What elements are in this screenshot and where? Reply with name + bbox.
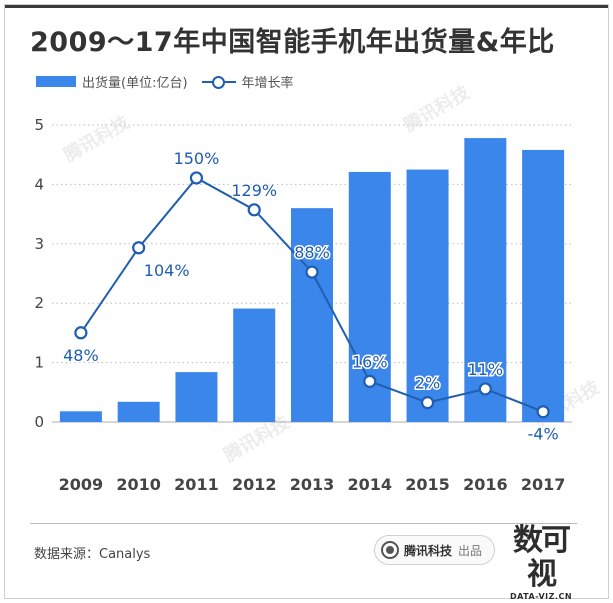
dataviz-mark: 数可视 bbox=[513, 523, 571, 592]
x-tick-label: 2011 bbox=[174, 475, 219, 494]
y-tick-label: 0 bbox=[34, 413, 44, 431]
bar-2013 bbox=[291, 208, 333, 422]
growth-label-2015: 2% bbox=[415, 374, 440, 393]
growth-label-2013: 88% bbox=[294, 243, 330, 262]
y-tick-label: 3 bbox=[34, 235, 44, 253]
growth-label-2009: 48% bbox=[63, 346, 99, 365]
growth-point-2010 bbox=[132, 241, 146, 255]
bar-2016 bbox=[464, 138, 507, 422]
growth-label-2014: 16% bbox=[352, 352, 388, 371]
tencent-logo-icon bbox=[381, 541, 399, 559]
y-tick-label: 5 bbox=[34, 116, 44, 134]
x-tick-label: 2016 bbox=[463, 475, 508, 494]
legend-line-swatch bbox=[201, 75, 236, 89]
x-tick-label: 2009 bbox=[59, 475, 104, 494]
chart-title: 2009～17年中国智能手机年出货量&年比 bbox=[30, 27, 555, 58]
growth-point-2014 bbox=[363, 374, 377, 388]
x-tick-label: 2017 bbox=[521, 475, 566, 494]
axis-ticks: 0 1 2 3 4 5 2009 2010 2011 2012 2013 2014 2015 2016 20… bbox=[34, 116, 565, 494]
legend: 出货量(单位:亿台) 年增长率 bbox=[36, 72, 294, 91]
top-rule bbox=[5, 5, 608, 8]
source-note: 数据来源：Canalys bbox=[34, 547, 151, 562]
data-labels: 48% 104% 150% 129% 88% 16% 2% 11% -4% bbox=[62, 147, 561, 445]
x-tick-label: 2014 bbox=[348, 475, 393, 494]
legend-bar-label: 出货量(单位:亿台) bbox=[82, 76, 188, 91]
bar-2015 bbox=[406, 169, 449, 422]
bar-2010 bbox=[117, 401, 160, 422]
dataviz-logo: 数可视 DATA-VIZ.CN bbox=[506, 523, 576, 602]
growth-label-2012: 129% bbox=[231, 181, 277, 200]
y-tick-label: 4 bbox=[34, 175, 44, 193]
growth-point-2017 bbox=[536, 405, 550, 419]
legend-line-label: 年增长率 bbox=[241, 76, 294, 91]
footer-divider bbox=[30, 523, 577, 524]
chart-plot: 48% 104% 150% 129% 88% 16% 2% 11% -4% 0 1 2 3 4 5 2009… bbox=[34, 116, 572, 494]
growth-label-2017: -4% bbox=[528, 425, 559, 444]
y-tick-label: 1 bbox=[34, 354, 44, 372]
bar-series bbox=[59, 138, 565, 422]
growth-point-2012 bbox=[247, 203, 261, 217]
growth-point-2013 bbox=[305, 265, 319, 279]
growth-point-2015 bbox=[420, 396, 435, 410]
publisher-brand: 腾讯科技 bbox=[404, 543, 453, 558]
bar-2012 bbox=[233, 308, 276, 422]
x-tick-label: 2012 bbox=[232, 475, 277, 494]
growth-label-2016: 11% bbox=[468, 360, 504, 379]
publisher-badge: 腾讯科技 出品 bbox=[374, 535, 496, 565]
growth-point-2009 bbox=[74, 326, 88, 340]
y-tick-label: 2 bbox=[34, 294, 44, 312]
dataviz-site: DATA-VIZ.CN bbox=[509, 592, 573, 601]
bar-2017 bbox=[522, 149, 565, 422]
growth-line-series bbox=[74, 171, 550, 419]
growth-label-2011: 150% bbox=[174, 149, 220, 168]
publisher-suffix: 出品 bbox=[458, 543, 483, 558]
bar-2009 bbox=[59, 411, 102, 422]
x-tick-label: 2015 bbox=[405, 475, 450, 494]
legend-bar-swatch bbox=[36, 76, 76, 87]
growth-label-2010: 104% bbox=[144, 261, 190, 280]
growth-point-2016 bbox=[478, 382, 492, 396]
growth-point-2011 bbox=[189, 171, 204, 185]
bar-2011 bbox=[175, 372, 218, 422]
x-tick-label: 2013 bbox=[290, 475, 335, 494]
x-tick-label: 2010 bbox=[116, 475, 161, 494]
